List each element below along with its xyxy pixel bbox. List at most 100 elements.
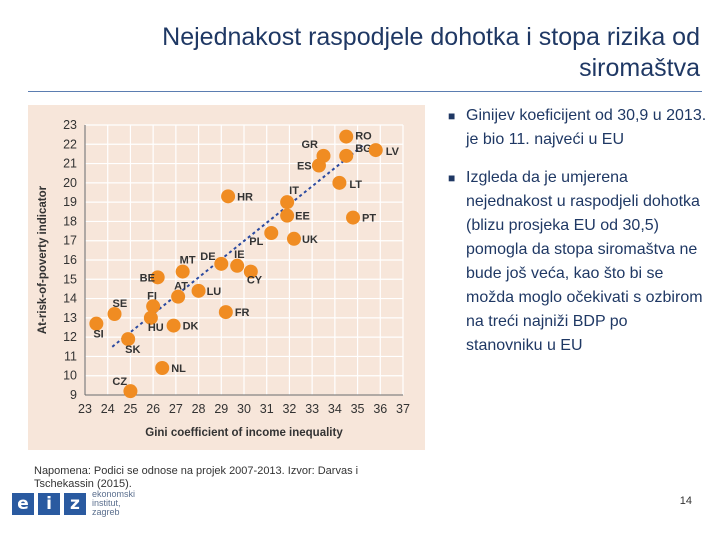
point-label-hr: HR xyxy=(237,191,253,203)
bullet-item-1: ■ Ginijev koeficijent od 30,9 u 2013. je… xyxy=(448,104,708,152)
data-point-uk xyxy=(286,231,301,246)
x-tick-label: 25 xyxy=(123,402,137,416)
data-point-ro xyxy=(339,129,354,144)
x-tick-label: 27 xyxy=(169,402,183,416)
y-tick-label: 18 xyxy=(63,214,77,228)
x-axis-label: Gini coefficient of income inequality xyxy=(145,427,343,439)
point-label-ro: RO xyxy=(355,131,372,143)
logo-letter-e: e xyxy=(12,493,34,515)
data-point-si xyxy=(89,316,104,331)
point-label-nl: NL xyxy=(171,363,186,375)
scatter-chart-panel: 9 10 11 12 13 14 15 16 17 18 19 20 21 22 23 23 24 25 26 27 2… xyxy=(28,105,425,450)
title-divider xyxy=(28,91,702,92)
y-tick-label: 22 xyxy=(63,137,77,151)
x-tick-label: 26 xyxy=(146,402,160,416)
data-point-fi xyxy=(146,299,161,314)
scatter-chart: 9 10 11 12 13 14 15 16 17 18 19 20 21 22 23 23 24 25 26 27 2… xyxy=(37,118,410,439)
bullet-item-2: ■ Izgleda da je umjerena nejednakost u r… xyxy=(448,166,708,358)
x-tick-label: 33 xyxy=(305,402,319,416)
bullet-list: ■ Ginijev koeficijent od 30,9 u 2013. je… xyxy=(448,104,708,372)
eiz-logo: e i z ekonomski institut, zagreb xyxy=(12,490,152,520)
data-point-pl xyxy=(264,226,279,240)
footnote: Napomena: Podici se odnose na projek 200… xyxy=(34,465,359,490)
title-line-1: Nejednakost raspodjele dohotka i stopa r… xyxy=(162,23,700,51)
point-label-uk: UK xyxy=(302,234,318,246)
data-point-lu xyxy=(191,283,206,298)
point-label-hu: HU xyxy=(148,322,164,334)
x-tick-label: 35 xyxy=(351,402,365,416)
square-bullet-icon: ■ xyxy=(448,109,456,123)
point-label-lv: LV xyxy=(386,146,400,158)
point-label-bg: BG xyxy=(355,143,372,155)
x-tick-label: 37 xyxy=(396,402,410,416)
y-tick-label: 10 xyxy=(63,369,77,383)
point-label-pl: PL xyxy=(249,236,263,248)
point-label-de: DE xyxy=(200,251,215,263)
data-point-es xyxy=(311,158,326,173)
y-tick-label: 11 xyxy=(64,349,77,363)
data-point-fr xyxy=(218,305,233,320)
data-point-nl xyxy=(155,361,170,375)
bullet-text-2: Izgleda da je umjerena nejednakost u ras… xyxy=(466,169,703,354)
data-point-de xyxy=(214,256,229,271)
point-label-lt: LT xyxy=(349,179,362,191)
data-point-ie xyxy=(230,258,245,273)
point-label-it: IT xyxy=(289,185,299,197)
x-tick-label: 24 xyxy=(101,402,115,416)
x-tick-label: 23 xyxy=(78,402,92,416)
y-tick-label: 14 xyxy=(63,292,77,306)
slide-title: Nejednakost raspodjele dohotka i stopa r… xyxy=(80,22,700,84)
logo-letter-i: i xyxy=(38,493,60,515)
data-point-bg xyxy=(339,148,354,163)
point-label-fi: FI xyxy=(147,290,157,302)
x-tick-label: 32 xyxy=(282,402,296,416)
point-label-fr: FR xyxy=(235,307,250,319)
y-tick-label: 13 xyxy=(63,311,77,325)
y-tick-label: 17 xyxy=(63,234,77,248)
point-label-se: SE xyxy=(113,298,128,310)
x-tick-label: 30 xyxy=(237,402,251,416)
y-tick-label: 21 xyxy=(63,157,77,171)
data-point-hr xyxy=(221,189,236,204)
x-tick-label: 31 xyxy=(260,402,274,416)
logo-text-line-2: institut, xyxy=(92,498,121,508)
point-label-ie: IE xyxy=(234,249,244,261)
title-line-2: siromaštva xyxy=(579,54,700,82)
x-tick-label: 28 xyxy=(192,402,206,416)
y-tick-label: 16 xyxy=(63,253,77,267)
logo-text: ekonomski institut, zagreb xyxy=(92,490,135,517)
data-point-ee xyxy=(280,208,295,223)
data-point-cz xyxy=(123,384,138,399)
y-tick-label: 15 xyxy=(63,272,77,286)
data-point-mt xyxy=(175,264,190,279)
x-tick-label: 36 xyxy=(373,402,387,416)
square-bullet-icon: ■ xyxy=(448,171,456,185)
data-point-lv xyxy=(368,143,383,158)
y-tick-label: 23 xyxy=(63,118,77,132)
point-label-mt: MT xyxy=(180,255,196,267)
point-label-at: AT xyxy=(174,281,188,293)
point-label-pt: PT xyxy=(362,213,376,225)
data-point-be xyxy=(150,270,165,285)
page-number: 14 xyxy=(679,495,692,507)
y-tick-label: 9 xyxy=(70,388,77,402)
data-point-at xyxy=(171,289,186,304)
data-point-it xyxy=(280,195,295,210)
point-label-dk: DK xyxy=(183,321,199,333)
data-point-cy xyxy=(243,264,258,279)
point-label-ee: EE xyxy=(295,211,310,223)
data-point-dk xyxy=(166,318,181,333)
point-label-be: BE xyxy=(140,272,155,284)
point-label-gr: GR xyxy=(302,139,319,151)
y-tick-label: 20 xyxy=(63,176,77,190)
logo-text-line-1: ekonomski xyxy=(92,489,136,499)
data-point-se xyxy=(107,307,122,321)
y-tick-label: 19 xyxy=(63,195,77,209)
y-axis-label: At-risk-of-poverty indicator xyxy=(37,185,49,334)
data-point-pt xyxy=(346,210,361,225)
point-label-sk: SK xyxy=(125,344,140,356)
bullet-text-1: Ginijev koeficijent od 30,9 u 2013. je b… xyxy=(466,107,707,148)
point-label-si: SI xyxy=(93,329,103,341)
point-label-cy: CY xyxy=(247,275,263,287)
point-label-es: ES xyxy=(297,161,312,173)
